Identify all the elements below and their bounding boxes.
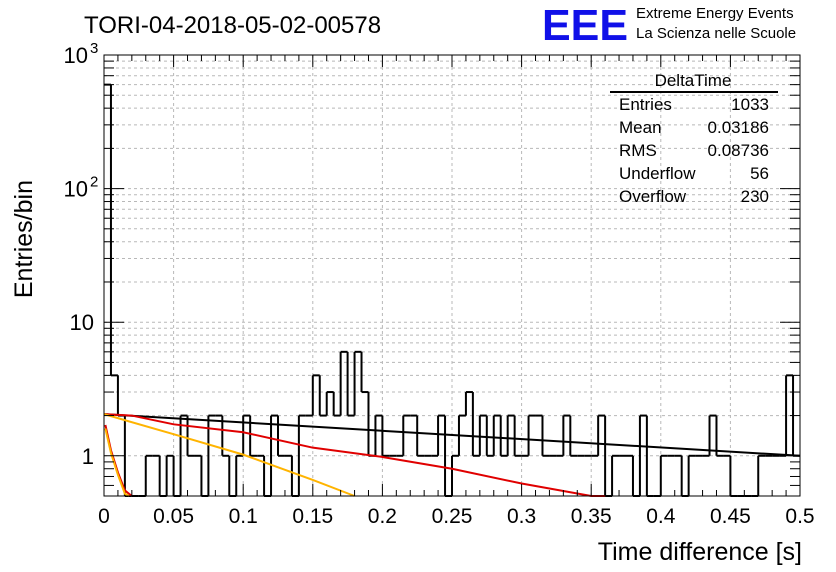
- x-tick-label: 0.05: [153, 505, 194, 528]
- run-title: TORI-04-2018-05-02-00578: [84, 12, 381, 39]
- stats-row-value: 0.08736: [708, 141, 769, 160]
- x-tick-label: 0.25: [432, 505, 473, 528]
- stats-row-value: 230: [741, 187, 769, 206]
- stats-box: DeltaTime Entries 1033 Mean 0.03186 RMS 0.087…: [610, 71, 778, 206]
- axis-ticks: 0 0.05 0.1 0.15 0.2 0.25 0.3 0.35 0.4 0.45 0.5 1 10 1…: [64, 40, 815, 528]
- stats-row-label: Underflow: [619, 164, 696, 183]
- stats-row-label: Entries: [619, 95, 672, 114]
- x-tick-label: 0: [98, 505, 110, 528]
- stats-title: DeltaTime: [655, 71, 732, 90]
- x-tick-label: 0.5: [785, 505, 814, 528]
- y-tick-label: 1: [82, 444, 94, 469]
- fit-curves: [103, 413, 801, 497]
- fit-curve: [104, 428, 130, 497]
- y-axis-label: Entries/bin: [10, 180, 38, 298]
- stats-row-value: 56: [750, 164, 769, 183]
- x-tick-label: 0.4: [646, 505, 676, 528]
- stats-row-label: RMS: [619, 141, 657, 160]
- stats-row-label: Overflow: [619, 187, 687, 206]
- y-tick-label: 10: [64, 177, 88, 202]
- stats-row-value: 1033: [731, 95, 769, 114]
- x-tick-label: 0.3: [507, 505, 536, 528]
- y-tick-exponent: 2: [90, 174, 98, 191]
- eee-logo: EEE: [542, 1, 628, 50]
- x-axis-label: Time difference [s]: [598, 538, 802, 566]
- y-tick-exponent: 3: [90, 40, 98, 57]
- stats-row-label: Mean: [619, 118, 662, 137]
- fit-curve: [103, 413, 355, 497]
- y-tick-label: 10: [64, 43, 88, 68]
- x-tick-label: 0.1: [229, 505, 258, 528]
- fit-curve: [103, 413, 606, 497]
- stats-row-value: 0.03186: [708, 118, 769, 137]
- x-tick-label: 0.45: [710, 505, 751, 528]
- x-tick-label: 0.15: [292, 505, 333, 528]
- logo-line-2: La Scienza nelle Scuole: [636, 25, 796, 42]
- x-tick-label: 0.35: [571, 505, 612, 528]
- x-tick-label: 0.2: [368, 505, 397, 528]
- y-tick-label: 10: [70, 310, 94, 335]
- fit-curve: [103, 413, 801, 457]
- logo-line-1: Extreme Energy Events: [636, 5, 794, 22]
